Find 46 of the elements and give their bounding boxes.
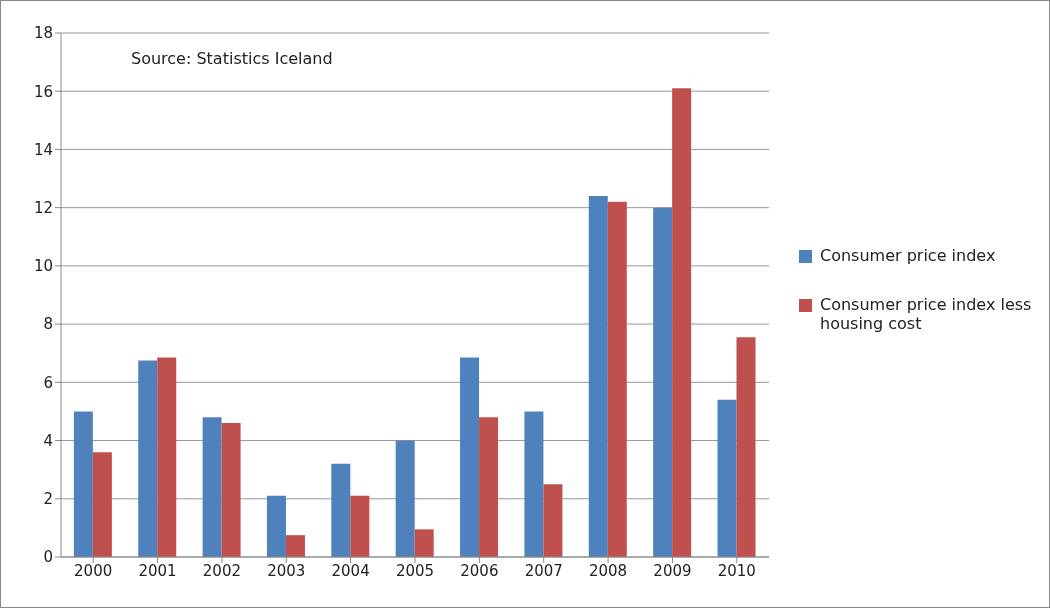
y-tick-label: 8 bbox=[43, 315, 53, 334]
bar bbox=[157, 357, 177, 557]
y-tick-label: 2 bbox=[43, 490, 53, 509]
bar bbox=[92, 452, 112, 557]
annotation: Source: Statistics Iceland bbox=[131, 49, 333, 68]
y-tick-label: 12 bbox=[33, 198, 53, 217]
x-tick-label: 2009 bbox=[653, 561, 692, 580]
bar bbox=[266, 495, 286, 557]
x-tick-label: 2010 bbox=[717, 561, 756, 580]
x-tick-label: 2007 bbox=[524, 561, 563, 580]
x-tick-label: 2002 bbox=[202, 561, 241, 580]
bar bbox=[138, 360, 158, 557]
bar bbox=[285, 535, 305, 557]
x-tick-label: 2001 bbox=[138, 561, 177, 580]
x-tick-label: 2003 bbox=[267, 561, 306, 580]
bar bbox=[350, 495, 370, 557]
y-tick-label: 0 bbox=[43, 548, 53, 567]
x-tick-label: 2004 bbox=[331, 561, 370, 580]
bar bbox=[414, 529, 434, 557]
bar bbox=[672, 88, 692, 557]
y-tick-label: 4 bbox=[43, 431, 53, 450]
bar bbox=[653, 207, 673, 557]
bar bbox=[395, 440, 415, 557]
bar bbox=[607, 201, 627, 557]
bar bbox=[479, 417, 499, 557]
legend-label: Consumer price index less housing cost bbox=[820, 294, 1033, 333]
x-tick-label: 2000 bbox=[74, 561, 113, 580]
y-tick-label: 18 bbox=[33, 24, 53, 43]
bar bbox=[543, 484, 563, 557]
y-tick-label: 16 bbox=[33, 82, 53, 101]
legend-label: Consumer price index bbox=[820, 245, 996, 265]
x-tick-label: 2008 bbox=[589, 561, 628, 580]
y-tick-label: 6 bbox=[43, 373, 53, 392]
bar bbox=[717, 399, 737, 557]
bar bbox=[736, 337, 756, 557]
bar bbox=[73, 411, 93, 557]
x-tick-label: 2006 bbox=[460, 561, 499, 580]
bar bbox=[202, 417, 222, 557]
bar bbox=[460, 357, 480, 557]
bar bbox=[524, 411, 544, 557]
bar bbox=[221, 423, 241, 557]
x-tick-label: 2005 bbox=[395, 561, 435, 580]
y-tick-label: 10 bbox=[33, 257, 53, 276]
bar bbox=[331, 463, 351, 557]
y-tick-label: 14 bbox=[33, 140, 53, 159]
bar bbox=[588, 196, 608, 557]
